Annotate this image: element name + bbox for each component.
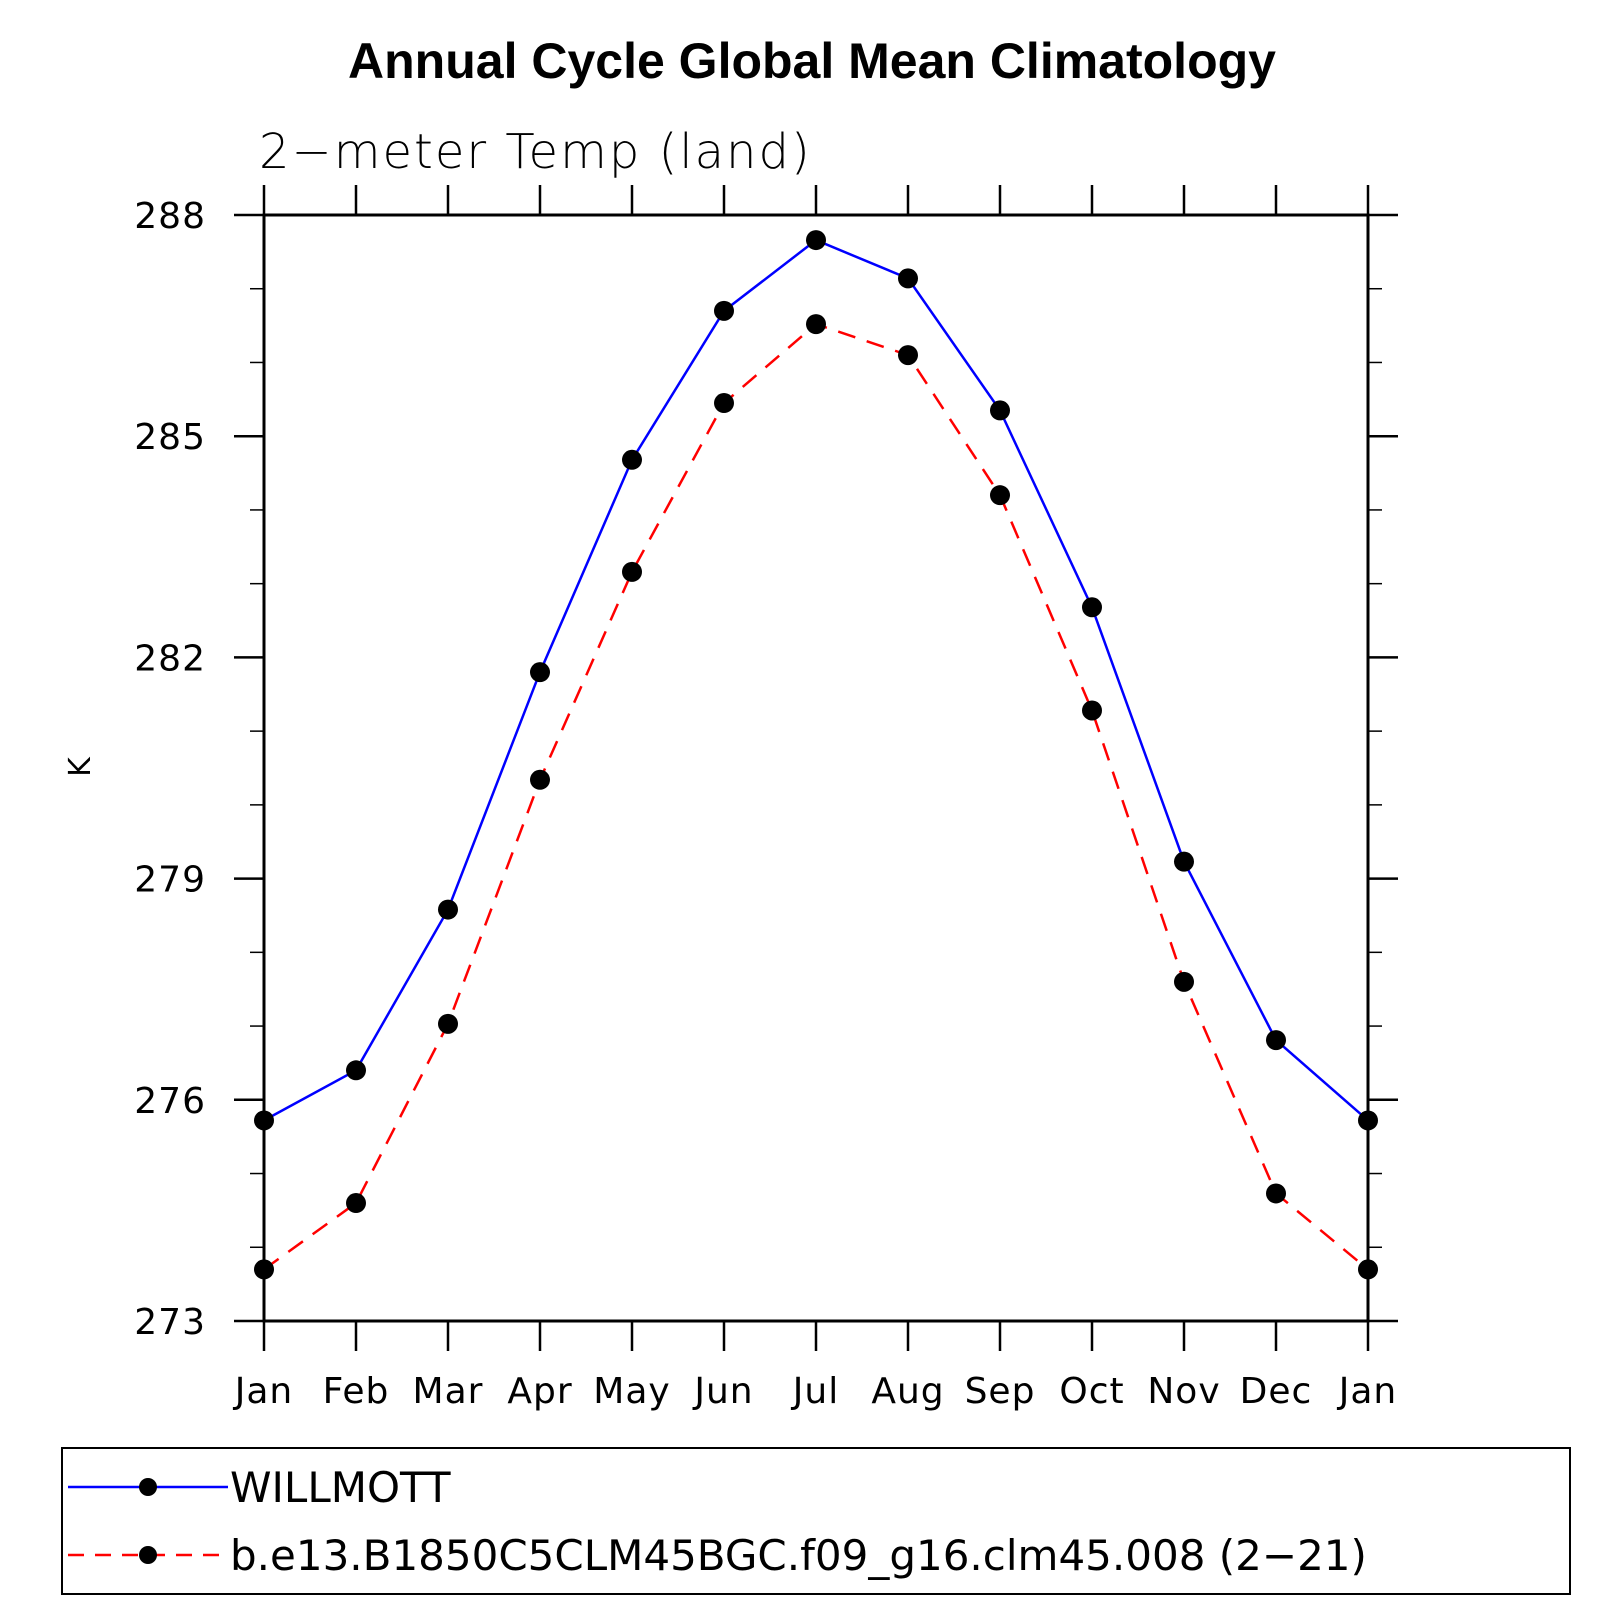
- x-tick-label: Aug: [871, 1371, 944, 1412]
- series-0-point: [1082, 597, 1102, 618]
- x-tick-label: Mar: [413, 1371, 484, 1412]
- series-0-point: [806, 230, 826, 251]
- legend-marker-willmott: [139, 1478, 157, 1496]
- series-1-point: [898, 345, 918, 366]
- series-0-point: [346, 1060, 366, 1081]
- y-axis-label: K: [63, 756, 98, 777]
- x-tick-label: Jan: [1337, 1371, 1398, 1412]
- series-0-point: [530, 662, 550, 683]
- series-0-point: [898, 268, 918, 289]
- series-line-1: [263, 322, 1369, 1271]
- x-tick-labels: Jan Feb Mar Apr May Jun Jul Aug Sep Oct Nov Dec Jan: [233, 1371, 1398, 1412]
- x-tick-label: Apr: [507, 1371, 572, 1412]
- x-tick-label: Jul: [791, 1371, 839, 1412]
- y-tick-labels: 288 285 282 279 276 273: [134, 196, 206, 1343]
- x-tick-label: Sep: [965, 1371, 1036, 1412]
- plot-frame: [262, 213, 1370, 1323]
- y-tick-label: 273: [134, 1302, 206, 1343]
- y-tick-label: 285: [134, 417, 206, 458]
- y-tick-label: 282: [134, 638, 206, 679]
- series-1-point: [438, 1013, 458, 1034]
- series-1-point: [1174, 971, 1194, 992]
- x-tick-label: Nov: [1147, 1371, 1220, 1412]
- series-0-point: [1266, 1030, 1286, 1051]
- series-0-point: [990, 400, 1010, 421]
- x-tick-label: Feb: [323, 1371, 390, 1412]
- chart-subtitle: 2−meter Temp (land): [259, 124, 812, 180]
- series-1-point: [1082, 700, 1102, 721]
- x-tick-label: Dec: [1240, 1371, 1313, 1412]
- series-0-point: [1174, 851, 1194, 872]
- chart-title: Annual Cycle Global Mean Climatology: [348, 33, 1276, 89]
- y-tick-label: 276: [134, 1081, 206, 1122]
- series-1-point: [1266, 1183, 1286, 1204]
- series-1-point: [530, 769, 550, 790]
- x-tick-label: Jun: [692, 1371, 753, 1412]
- series-line-0: [263, 238, 1369, 1122]
- legend-label-model: b.e13.B1850C5CLM45BGC.f09_g16.clm45.008 …: [230, 1531, 1367, 1580]
- legend-marker-model: [139, 1546, 157, 1564]
- series-1-point: [990, 485, 1010, 506]
- series-0-point: [622, 449, 642, 470]
- y-tick-label: 279: [134, 860, 206, 901]
- x-tick-label: Jan: [233, 1371, 294, 1412]
- legend-box: [61, 1447, 1571, 1595]
- axis-ticks: [234, 185, 1398, 1351]
- series-1-point: [622, 561, 642, 582]
- legend: WILLMOTT b.e13.B1850C5CLM45BGC.f09_g16.c…: [61, 1447, 1571, 1595]
- series-0-point: [438, 899, 458, 920]
- y-tick-label: 288: [134, 196, 206, 237]
- series-1-point: [806, 314, 826, 335]
- legend-label-willmott: WILLMOTT: [230, 1463, 451, 1512]
- series-1-point: [714, 393, 734, 414]
- series-1-point: [346, 1193, 366, 1214]
- data-points: [254, 230, 1378, 1280]
- series-lines: [263, 238, 1369, 1271]
- x-tick-label: Oct: [1059, 1371, 1124, 1412]
- series-0-point: [714, 300, 734, 321]
- x-tick-label: May: [593, 1371, 670, 1412]
